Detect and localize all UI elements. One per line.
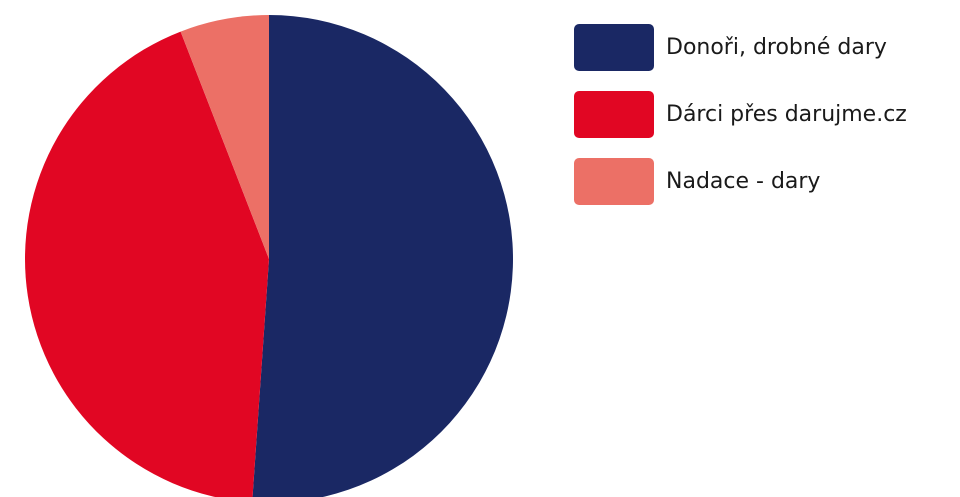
legend: Donoři, drobné dary Dárci přes darujme.c… — [574, 24, 907, 225]
legend-item-nadace: Nadace - dary — [574, 158, 907, 205]
pie-chart — [25, 15, 513, 497]
legend-swatch-nadace — [574, 158, 654, 205]
legend-item-darci: Dárci přes darujme.cz — [574, 91, 907, 138]
pie-slice-darci — [25, 31, 269, 497]
pie-slice-nadace — [180, 15, 269, 259]
pie-slice-donori — [252, 15, 513, 497]
legend-label-nadace: Nadace - dary — [666, 169, 821, 194]
legend-swatch-donori — [574, 24, 654, 71]
legend-swatch-darci — [574, 91, 654, 138]
legend-label-donori: Donoři, drobné dary — [666, 35, 887, 60]
legend-label-darci: Dárci přes darujme.cz — [666, 102, 907, 127]
legend-item-donori: Donoři, drobné dary — [574, 24, 907, 71]
